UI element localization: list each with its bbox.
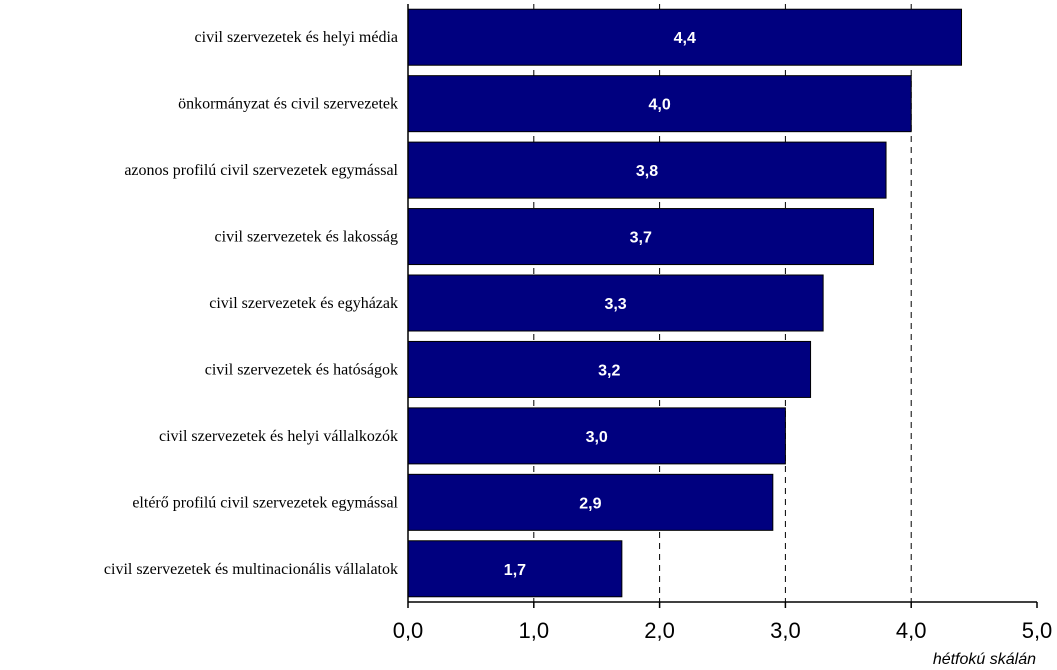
bar-7: [407, 473, 774, 531]
category-label-0: civil szervezetek és helyi média: [195, 29, 398, 46]
x-tick-label-3: 3,0: [770, 618, 801, 643]
bar-6: [407, 407, 786, 465]
labels: civil szervezetek és helyi média 4,4 önkor…: [104, 29, 1052, 643]
x-tick-label-2: 2,0: [644, 618, 675, 643]
x-axis-label: hétfokú skálán: [933, 651, 1036, 668]
category-label-8: civil szervezetek és multinacionális vál…: [104, 561, 398, 578]
data-label-8: 1,7: [504, 562, 526, 579]
bars: [407, 8, 963, 598]
bar-1: [407, 75, 912, 133]
x-tick-label-1: 1,0: [519, 618, 550, 643]
category-label-7: eltérő profilú civil szervezetek egymáss…: [132, 494, 398, 511]
x-tick-label-5: 5,0: [1022, 618, 1053, 643]
bar-0: [407, 8, 963, 66]
bar-3: [407, 208, 874, 266]
bar-8: [407, 540, 623, 598]
data-label-3: 3,7: [630, 230, 652, 247]
axes: [407, 4, 1038, 608]
data-label-6: 3,0: [586, 429, 608, 446]
data-label-5: 3,2: [598, 362, 620, 379]
x-tick-label-0: 0,0: [393, 618, 424, 643]
category-label-4: civil szervezetek és egyházak: [209, 295, 398, 312]
category-label-3: civil szervezetek és lakosság: [215, 229, 398, 246]
data-label-7: 2,9: [579, 495, 601, 512]
bar-2: [407, 141, 887, 199]
data-label-1: 4,0: [648, 97, 670, 114]
category-label-1: önkormányzat és civil szervezetek: [178, 96, 398, 113]
category-label-2: azonos profilú civil szervezetek egymáss…: [124, 162, 398, 179]
category-label-5: civil szervezetek és hatóságok: [205, 361, 398, 378]
data-label-2: 3,8: [636, 163, 658, 180]
data-label-0: 4,4: [674, 30, 696, 47]
category-label-6: civil szervezetek és helyi vállalkozók: [159, 428, 398, 445]
data-label-4: 3,3: [604, 296, 626, 313]
x-tick-label-4: 4,0: [896, 618, 927, 643]
